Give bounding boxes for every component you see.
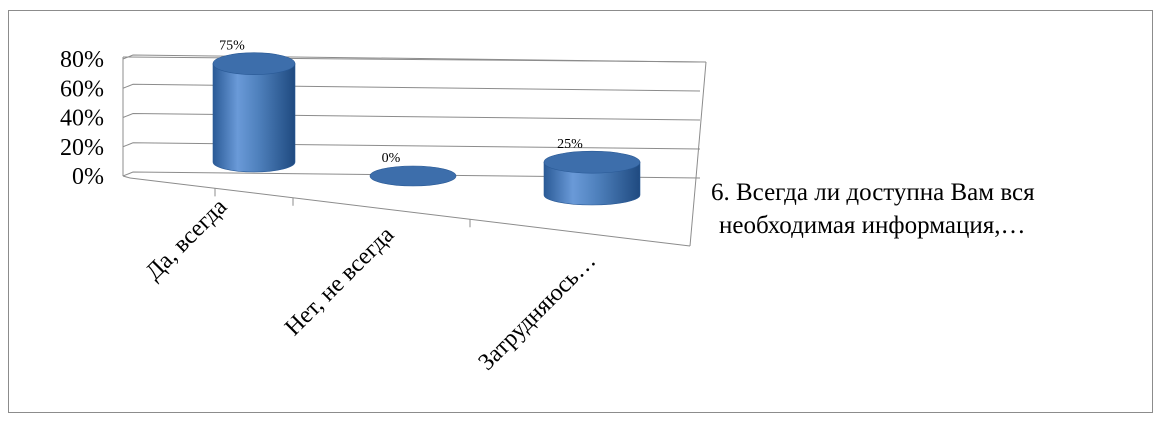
back-wall-right-edge: [695, 61, 707, 179]
gridline: [122, 142, 701, 150]
chart-frame: [8, 10, 1153, 413]
bar-2: [543, 150, 641, 206]
y-tick-label: 0%: [72, 164, 104, 190]
y-axis-ticks: 0% 20% 40% 60% 80%: [60, 47, 104, 190]
floor-left-edge: [122, 175, 131, 179]
category-label: Да, всегда: [141, 194, 233, 286]
data-label: 0%: [382, 151, 401, 166]
chart-gridlines: [122, 54, 701, 179]
bar-top: [543, 150, 641, 174]
legend: 6. Всегда ли доступна Вам вся необходима…: [711, 176, 1141, 242]
bar-1: [369, 165, 457, 187]
bar-body: [212, 63, 296, 173]
y-tick-label: 60%: [60, 76, 104, 102]
category-labels: Да, всегда Нет, не всегда Затрудняюсь…: [141, 194, 601, 376]
y-tick-label: 80%: [60, 47, 104, 73]
chart-bars: [212, 52, 641, 206]
gridline: [122, 112, 701, 121]
legend-entry-line2: необходимая информация,…: [719, 212, 1026, 239]
gridline: [122, 83, 701, 92]
floor-front-edge: [129, 177, 691, 247]
y-tick-label: 40%: [60, 106, 104, 132]
floor-right-edge: [689, 177, 697, 247]
data-label: 25%: [557, 137, 583, 152]
gridline: [122, 171, 701, 179]
gridline: [122, 54, 701, 63]
bar-body: [543, 161, 641, 206]
category-label: Нет, не всегда: [280, 222, 399, 341]
bar-top: [212, 52, 296, 75]
category-label: Затрудняюсь…: [474, 248, 602, 376]
bar-0: [212, 52, 296, 173]
data-labels: 75% 0% 25%: [219, 39, 583, 166]
y-tick-label: 20%: [60, 135, 104, 161]
legend-entry-line1: 6. Всегда ли доступна Вам вся: [711, 179, 1035, 206]
data-label: 75%: [219, 39, 245, 54]
bar-top: [369, 165, 457, 187]
